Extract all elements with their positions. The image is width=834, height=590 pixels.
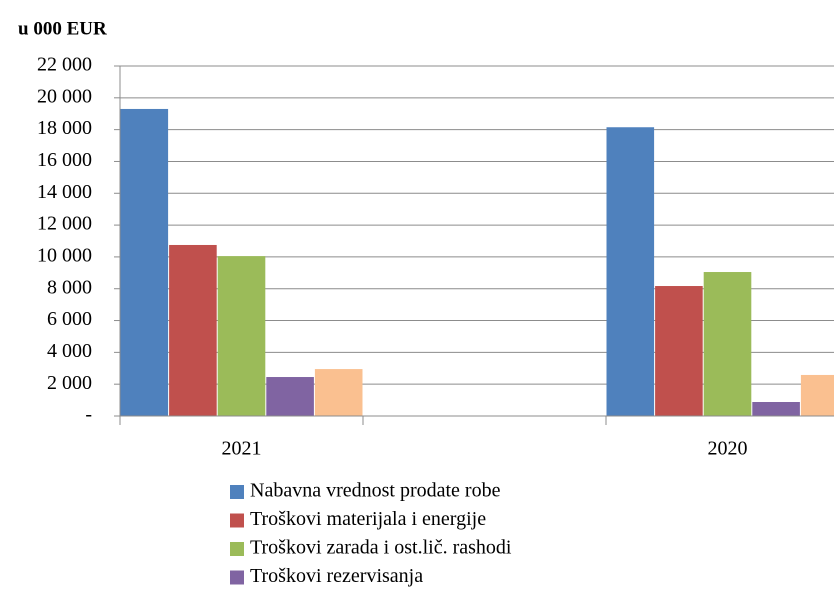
- bar: [266, 377, 314, 416]
- y-tick-label: 14 000: [37, 181, 92, 203]
- bar: [606, 127, 655, 416]
- y-tick-label: 6 000: [47, 308, 92, 330]
- y-tick-label: 20 000: [37, 85, 92, 107]
- y-tick-label: 4 000: [47, 340, 92, 362]
- bar: [703, 272, 752, 416]
- legend-swatch: [230, 485, 244, 499]
- y-tick-label: -: [85, 404, 92, 426]
- y-tick-label: 18 000: [37, 117, 92, 139]
- bar: [217, 256, 266, 416]
- y-tick-label: 8 000: [47, 276, 92, 298]
- legend-label: Troškovi zarada i ost.lič. rashodi: [250, 537, 512, 559]
- y-tick-label: 16 000: [37, 149, 92, 171]
- bar: [169, 244, 217, 416]
- bar: [655, 286, 703, 416]
- legend-swatch: [230, 542, 244, 556]
- x-tick-label: 2021: [222, 438, 262, 460]
- legend-label: Nabavna vrednost prodate robe: [250, 480, 501, 502]
- bar: [314, 369, 363, 416]
- legend-label: Troškovi materijala i energije: [250, 508, 486, 530]
- legend-label: Troškovi rezervisanja: [250, 565, 423, 587]
- y-tick-label: 22 000: [37, 54, 92, 76]
- x-tick-label: 2020: [708, 438, 748, 460]
- y-tick-label: 10 000: [37, 245, 92, 267]
- bar: [800, 374, 834, 416]
- legend-swatch: [230, 513, 244, 528]
- legend-swatch: [230, 570, 244, 585]
- bar: [752, 402, 800, 416]
- y-tick-label: 12 000: [37, 213, 92, 235]
- chart-title: u 000 EUR: [18, 18, 107, 39]
- y-tick-label: 2 000: [47, 372, 92, 394]
- bar: [120, 108, 169, 417]
